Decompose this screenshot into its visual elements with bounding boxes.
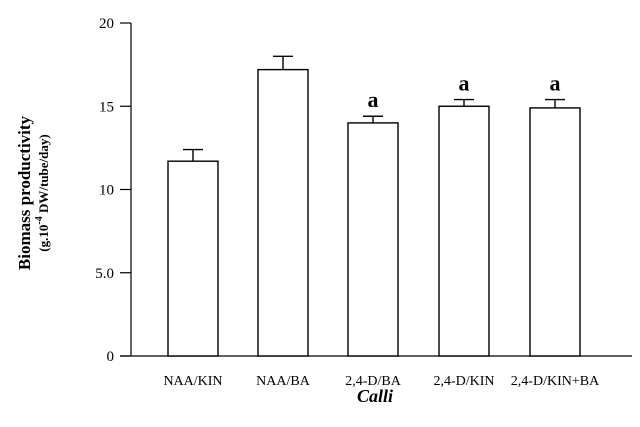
x-tick-labels: NAA/KIN NAA/BA 2,4-D/BA 2,4-D/KIN 2,4-D/KIN+… xyxy=(163,374,600,389)
y-axis-title: Biomass productivity xyxy=(15,115,34,270)
y-tick-label: 15 xyxy=(99,99,114,115)
y-tick-label: 20 xyxy=(99,16,114,32)
significance-label: a xyxy=(459,71,470,96)
y-axis-unit-exponent: -4 xyxy=(34,216,45,224)
bar xyxy=(257,68,309,357)
x-tick-label: 2,4-D/KIN xyxy=(433,374,494,389)
y-tick-label: 5.0 xyxy=(95,266,114,282)
bars: aa a xyxy=(167,55,581,357)
bar xyxy=(438,105,490,357)
y-tick-label: 0 xyxy=(107,349,115,365)
y-axis-unit-suffix: DW/tube/day) xyxy=(36,134,51,216)
y-axis-unit-prefix: (g.10 xyxy=(36,225,51,252)
bar xyxy=(347,122,399,357)
x-tick-label: 2,4-D/KIN+BA xyxy=(511,374,600,389)
x-tick-label: 2,4-D/BA xyxy=(345,374,402,389)
y-tick-label: 10 xyxy=(99,183,114,199)
significance-label: a xyxy=(368,87,379,112)
x-tick-label: NAA/KIN xyxy=(163,374,222,389)
bar xyxy=(167,160,219,357)
significance-label: a xyxy=(550,71,561,96)
y-ticks: 0 5.0 10 15 20 xyxy=(95,16,131,365)
x-axis-title: Calli xyxy=(357,386,393,406)
y-axis-unit: (g.10-4 DW/tube/day) xyxy=(34,134,51,251)
bar xyxy=(529,107,581,357)
y-axis-label: Biomass productivity (g.10-4 DW/tube/day… xyxy=(15,115,51,270)
x-tick-label: NAA/BA xyxy=(256,374,311,389)
